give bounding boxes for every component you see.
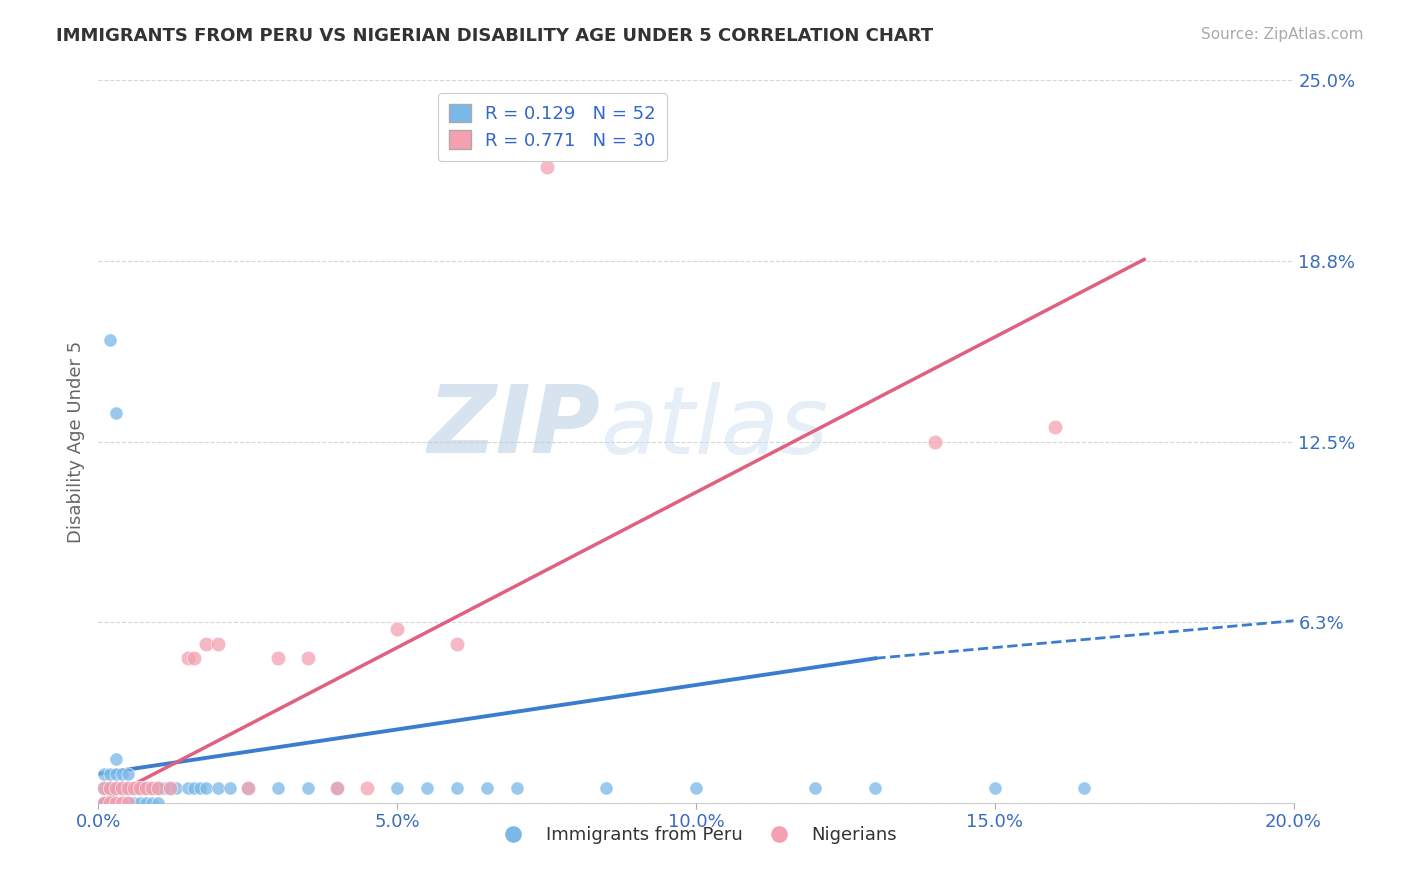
Point [135, 781, 157, 796]
Point [98, 796, 122, 810]
Point [183, 651, 205, 665]
Point [188, 781, 211, 796]
Point [117, 796, 139, 810]
Point [924, 434, 946, 449]
Point [595, 781, 617, 796]
Point [267, 781, 290, 796]
Point [207, 637, 229, 651]
Point [297, 651, 319, 665]
Point [416, 781, 439, 796]
Point [804, 781, 827, 796]
Point [111, 796, 134, 810]
Point [105, 796, 128, 810]
Point [93, 767, 115, 781]
Point [93, 781, 115, 796]
Point [1073, 781, 1095, 796]
Point [356, 781, 378, 796]
Point [141, 781, 163, 796]
Point [111, 781, 134, 796]
Point [105, 781, 128, 796]
Point [297, 781, 319, 796]
Point [111, 767, 134, 781]
Point [385, 623, 409, 637]
Point [219, 781, 242, 796]
Point [129, 796, 152, 810]
Legend: Immigrants from Peru, Nigerians: Immigrants from Peru, Nigerians [488, 819, 904, 852]
Point [93, 781, 115, 796]
Point [148, 796, 170, 810]
Point [148, 781, 170, 796]
Point [506, 781, 529, 796]
Point [446, 781, 468, 796]
Point [177, 781, 200, 796]
Point [236, 781, 259, 796]
Point [183, 781, 205, 796]
Point [124, 781, 146, 796]
Point [165, 781, 187, 796]
Point [195, 781, 218, 796]
Point [159, 781, 181, 796]
Point [207, 781, 229, 796]
Point [326, 781, 349, 796]
Text: Source: ZipAtlas.com: Source: ZipAtlas.com [1201, 27, 1364, 42]
Point [135, 781, 157, 796]
Point [111, 796, 134, 810]
Point [117, 796, 139, 810]
Point [93, 796, 115, 810]
Text: atlas: atlas [600, 382, 828, 473]
Point [177, 651, 200, 665]
Point [446, 637, 468, 651]
Point [98, 334, 122, 348]
Point [159, 781, 181, 796]
Point [98, 781, 122, 796]
Text: IMMIGRANTS FROM PERU VS NIGERIAN DISABILITY AGE UNDER 5 CORRELATION CHART: IMMIGRANTS FROM PERU VS NIGERIAN DISABIL… [56, 27, 934, 45]
Text: ZIP: ZIP [427, 381, 600, 473]
Point [98, 767, 122, 781]
Point [93, 796, 115, 810]
Point [98, 796, 122, 810]
Point [124, 796, 146, 810]
Point [117, 781, 139, 796]
Point [536, 160, 558, 174]
Point [141, 781, 163, 796]
Point [105, 752, 128, 766]
Point [124, 781, 146, 796]
Point [98, 781, 122, 796]
Point [865, 781, 887, 796]
Point [148, 781, 170, 796]
Point [111, 781, 134, 796]
Point [267, 651, 290, 665]
Point [129, 781, 152, 796]
Point [236, 781, 259, 796]
Point [105, 781, 128, 796]
Point [385, 781, 409, 796]
Point [326, 781, 349, 796]
Point [1043, 420, 1066, 434]
Point [129, 781, 152, 796]
Point [984, 781, 1007, 796]
Point [117, 767, 139, 781]
Point [475, 781, 498, 796]
Point [105, 796, 128, 810]
Point [153, 781, 176, 796]
Point [105, 406, 128, 420]
Point [117, 781, 139, 796]
Point [685, 781, 707, 796]
Point [141, 796, 163, 810]
Y-axis label: Disability Age Under 5: Disability Age Under 5 [66, 341, 84, 542]
Point [135, 796, 157, 810]
Point [195, 637, 218, 651]
Point [105, 767, 128, 781]
